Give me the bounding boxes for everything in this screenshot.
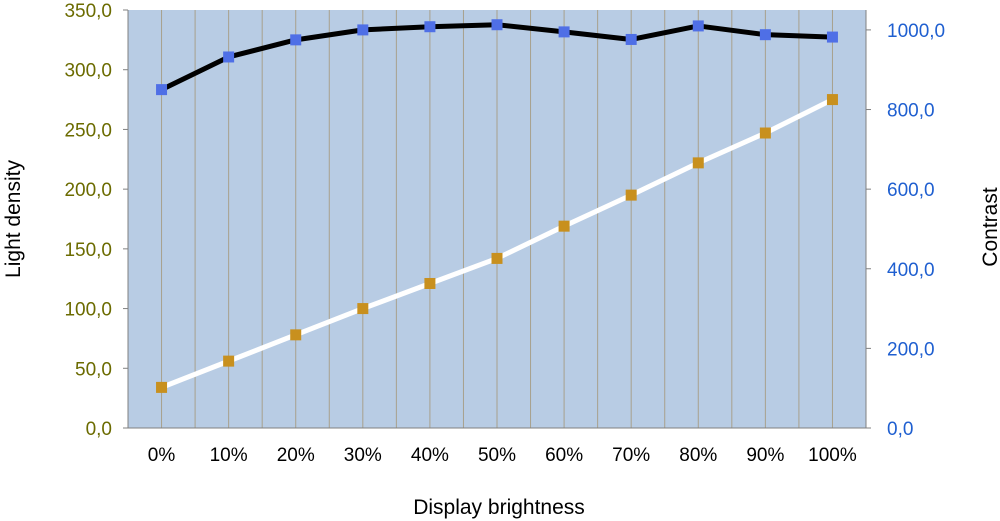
- left-axis-ticks: 0,0 50,0 100,0 150,0 200,0 250,0 300,0 350,0: [64, 1, 128, 440]
- light-density-point: [491, 252, 503, 264]
- x-tick-label: 100%: [808, 445, 857, 466]
- right-tick-label: 800,0: [887, 101, 935, 122]
- left-tick-label: 250,0: [64, 120, 112, 141]
- contrast-point: [826, 31, 838, 43]
- right-tick-label: 1000,0: [887, 21, 945, 42]
- right-tick-label: 400,0: [887, 260, 935, 281]
- contrast-point: [357, 24, 369, 36]
- contrast-point: [223, 51, 235, 63]
- x-tick-label: 80%: [679, 445, 717, 466]
- y-axis-label: Light density: [2, 160, 25, 278]
- light-density-point: [290, 329, 302, 341]
- contrast-point: [424, 21, 436, 33]
- contrast-point: [625, 33, 637, 45]
- y2-axis-label: Contrast: [979, 187, 1000, 267]
- contrast-point: [491, 19, 503, 31]
- series-layer: [156, 19, 838, 393]
- x-tick-label: 60%: [545, 445, 583, 466]
- x-tick-label: 70%: [612, 445, 650, 466]
- left-tick-label: 50,0: [75, 359, 112, 380]
- x-tick-label: 40%: [411, 445, 449, 466]
- contrast-point: [558, 26, 570, 38]
- x-tick-label: 10%: [210, 445, 248, 466]
- x-tick-label: 50%: [478, 445, 516, 466]
- left-tick-label: 300,0: [64, 61, 112, 82]
- x-tick-label: 90%: [746, 445, 784, 466]
- light-density-point: [357, 303, 369, 315]
- light-density-point: [223, 355, 235, 367]
- contrast-point: [692, 20, 704, 32]
- light-density-point: [156, 381, 168, 393]
- contrast-point: [759, 29, 771, 41]
- light-density-point: [759, 127, 771, 139]
- x-tick-label: 30%: [344, 445, 382, 466]
- left-tick-label: 100,0: [64, 300, 112, 321]
- right-tick-label: 600,0: [887, 180, 935, 201]
- left-tick-label: 350,0: [64, 1, 112, 22]
- right-tick-label: 200,0: [887, 339, 935, 360]
- x-axis-ticks: 0% 10% 20% 30% 40% 50% 60% 70% 80% 90% 100%: [148, 445, 857, 466]
- light-density-point: [625, 189, 637, 201]
- x-tick-label: 0%: [148, 445, 176, 466]
- light-density-point: [692, 157, 704, 169]
- light-density-point: [826, 94, 838, 106]
- right-axis-ticks: 0,0 200,0 400,0 600,0 800,0 1000,0: [866, 21, 945, 440]
- x-tick-label: 20%: [277, 445, 315, 466]
- left-tick-label: 0,0: [86, 419, 112, 440]
- right-tick-label: 0,0: [887, 419, 913, 440]
- grid-lines: [161, 10, 833, 428]
- contrast-point: [290, 34, 302, 46]
- light-density-point: [424, 277, 436, 289]
- left-tick-label: 150,0: [64, 240, 112, 261]
- light-density-point: [558, 220, 570, 232]
- x-axis-label: Display brightness: [413, 496, 585, 519]
- left-tick-label: 200,0: [64, 180, 112, 201]
- contrast-point: [156, 84, 168, 96]
